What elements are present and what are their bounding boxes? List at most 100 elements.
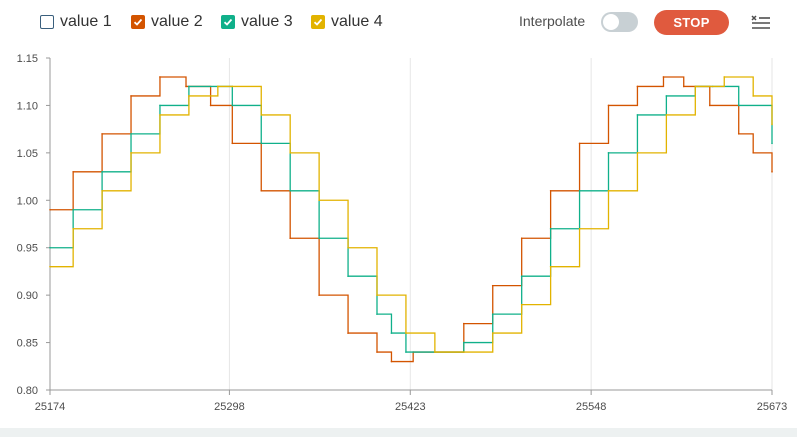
data-point bbox=[185, 85, 187, 88]
data-point bbox=[49, 208, 51, 211]
data-point bbox=[376, 294, 378, 296]
data-point bbox=[607, 104, 610, 107]
x-tick-label: 25673 bbox=[757, 401, 788, 413]
toggle-knob bbox=[603, 14, 619, 30]
check-icon bbox=[133, 18, 143, 26]
data-point bbox=[390, 360, 393, 363]
checkbox-value-4[interactable] bbox=[311, 15, 325, 29]
interpolate-label: Interpolate bbox=[519, 13, 586, 29]
y-tick-label: 0.90 bbox=[17, 290, 38, 302]
data-point bbox=[260, 142, 263, 145]
y-tick-label: 1.15 bbox=[17, 53, 38, 65]
check-icon bbox=[313, 18, 323, 26]
data-point bbox=[771, 123, 773, 126]
series-line-value-2 bbox=[50, 76, 773, 363]
series-line-value-3 bbox=[50, 85, 773, 353]
legend-label-value-2: value 2 bbox=[151, 13, 203, 30]
x-tick-label: 25548 bbox=[576, 401, 607, 413]
interpolate-toggle[interactable] bbox=[601, 12, 638, 32]
checkbox-value-2[interactable] bbox=[131, 15, 145, 29]
data-point bbox=[752, 95, 754, 97]
data-point bbox=[130, 152, 132, 154]
data-point bbox=[662, 76, 665, 78]
data-point bbox=[347, 246, 349, 249]
data-point bbox=[737, 104, 740, 107]
data-point bbox=[72, 227, 74, 230]
data-point bbox=[665, 114, 668, 116]
line-chart: 25174 25298 25423 25548 25673 1.15 1.10 1.05 1.0… bbox=[17, 53, 788, 413]
legend-label-value-1: value 1 bbox=[60, 13, 112, 30]
data-point bbox=[520, 237, 523, 240]
x-tick-label: 25423 bbox=[395, 401, 426, 413]
data-point bbox=[607, 152, 610, 154]
data-point bbox=[376, 313, 378, 315]
data-point bbox=[607, 190, 610, 192]
legend-item-value-4[interactable]: value 4 bbox=[311, 12, 383, 32]
data-point bbox=[665, 95, 668, 97]
data-point bbox=[260, 190, 263, 192]
data-point bbox=[708, 104, 711, 107]
data-point bbox=[231, 142, 234, 145]
x-tick-label: 25298 bbox=[214, 401, 245, 413]
data-point bbox=[520, 303, 523, 306]
data-point bbox=[101, 171, 103, 173]
data-point bbox=[49, 265, 51, 268]
data-point bbox=[130, 133, 132, 135]
data-point bbox=[289, 190, 291, 192]
data-point bbox=[463, 351, 465, 353]
data-point bbox=[101, 133, 103, 135]
data-point bbox=[289, 237, 291, 240]
legend-item-value-2[interactable]: value 2 bbox=[131, 12, 203, 32]
data-point bbox=[491, 284, 494, 287]
data-point bbox=[491, 313, 494, 315]
data-point bbox=[101, 190, 103, 192]
data-point bbox=[752, 152, 754, 154]
plotter-toolbar: value 1 value 2 value 3 value 4 Interpol… bbox=[0, 0, 797, 46]
data-point bbox=[260, 114, 263, 116]
stop-button[interactable]: STOP bbox=[654, 10, 729, 35]
data-point bbox=[463, 341, 465, 344]
data-point bbox=[72, 208, 74, 211]
data-point bbox=[217, 85, 219, 88]
data-point bbox=[159, 114, 161, 116]
bottom-scroll-bar bbox=[0, 428, 797, 437]
data-point bbox=[347, 275, 349, 277]
legend-item-value-3[interactable]: value 3 bbox=[221, 12, 293, 32]
data-point bbox=[289, 152, 291, 154]
data-point bbox=[771, 142, 773, 145]
y-tick-label: 0.80 bbox=[17, 385, 38, 397]
data-point bbox=[390, 332, 393, 334]
legend-label-value-3: value 3 bbox=[241, 13, 293, 30]
data-point bbox=[405, 332, 407, 334]
data-point bbox=[72, 171, 74, 173]
data-point bbox=[347, 332, 349, 334]
check-icon bbox=[223, 18, 233, 26]
data-point bbox=[159, 76, 161, 78]
data-point bbox=[159, 104, 161, 107]
data-point bbox=[549, 265, 552, 268]
data-point bbox=[231, 104, 234, 107]
data-point bbox=[209, 104, 212, 107]
y-tick-label: 1.10 bbox=[17, 100, 38, 112]
series-line-value-4 bbox=[50, 76, 773, 353]
checkbox-value-3[interactable] bbox=[221, 15, 235, 29]
data-point bbox=[318, 237, 320, 240]
data-point bbox=[771, 171, 773, 173]
data-point bbox=[434, 351, 436, 353]
y-tick-label: 0.95 bbox=[17, 243, 38, 255]
data-point bbox=[636, 152, 639, 154]
data-point bbox=[636, 114, 639, 116]
clear-list-icon[interactable] bbox=[750, 12, 772, 32]
data-point bbox=[737, 133, 740, 135]
data-point bbox=[376, 351, 378, 353]
data-point bbox=[520, 275, 523, 277]
data-point bbox=[636, 85, 639, 88]
legend-item-value-1[interactable]: value 1 bbox=[40, 12, 112, 32]
data-point bbox=[463, 322, 465, 325]
data-point bbox=[130, 95, 132, 97]
data-point bbox=[318, 199, 320, 202]
data-point bbox=[723, 76, 726, 78]
data-point bbox=[682, 85, 685, 88]
data-point bbox=[49, 246, 51, 249]
checkbox-value-1[interactable] bbox=[40, 15, 54, 29]
